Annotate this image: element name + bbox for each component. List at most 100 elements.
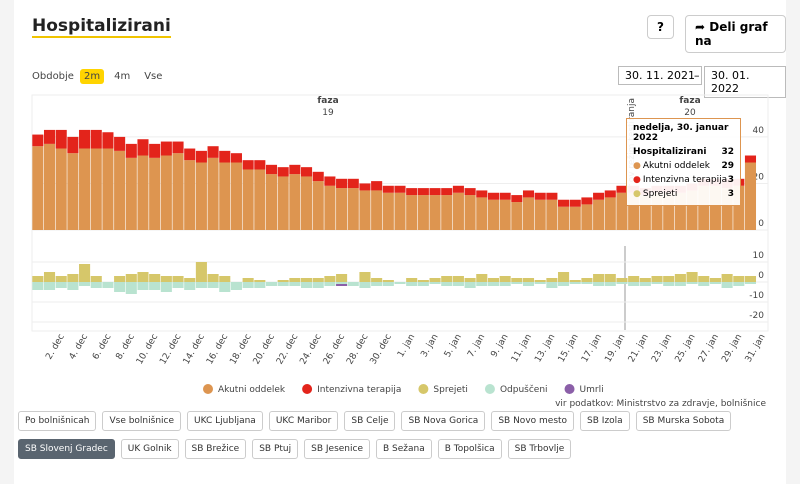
bar bbox=[511, 195, 523, 203]
bar bbox=[347, 178, 359, 189]
filter-button[interactable]: UK Golnik bbox=[120, 439, 179, 459]
legend-marker bbox=[418, 384, 429, 394]
x-tick-label: 24. dec bbox=[298, 332, 323, 366]
bar bbox=[558, 206, 570, 230]
bar bbox=[160, 155, 172, 230]
bar bbox=[265, 282, 278, 286]
period-option[interactable]: Vse bbox=[144, 71, 163, 82]
filter-button[interactable]: SB Trbovlje bbox=[507, 439, 572, 459]
bar bbox=[639, 282, 651, 286]
period-option[interactable]: 4m bbox=[114, 71, 131, 82]
bar bbox=[67, 274, 79, 282]
legend-label: Intenzivna terapija bbox=[317, 385, 401, 395]
annotation: faza bbox=[679, 96, 700, 106]
filter-button[interactable]: SB Jesenice bbox=[304, 439, 370, 459]
bar bbox=[476, 282, 488, 286]
filter-button[interactable]: B Topolšica bbox=[437, 439, 502, 459]
tooltip-dot: ● bbox=[633, 189, 641, 199]
bar bbox=[487, 199, 500, 230]
filter-button[interactable]: SB Novo mesto bbox=[491, 411, 575, 431]
bar bbox=[277, 167, 289, 177]
bar bbox=[417, 282, 429, 286]
bar bbox=[733, 185, 745, 230]
tooltip-label-text: Intenzivna terapija bbox=[642, 175, 728, 185]
bar bbox=[721, 188, 733, 230]
tooltip-label-text: Hospitalizirani bbox=[633, 147, 707, 157]
bar bbox=[359, 183, 371, 191]
bar bbox=[137, 282, 149, 290]
filter-button[interactable]: SB Brežice bbox=[184, 439, 247, 459]
bar bbox=[709, 185, 721, 230]
bar bbox=[744, 282, 757, 284]
date-from[interactable]: 30. 11. 2021 bbox=[618, 66, 702, 85]
bar bbox=[43, 143, 56, 230]
bar bbox=[312, 282, 324, 288]
period-option[interactable]: 2m bbox=[79, 69, 105, 84]
bar bbox=[195, 282, 207, 288]
x-tick-label: 3. jan bbox=[419, 333, 440, 360]
period: Obdobje 2m 4m Vse bbox=[32, 69, 166, 84]
bar bbox=[371, 282, 383, 286]
x-tick-label: 23. jan bbox=[650, 333, 674, 365]
filter-button[interactable]: SB Ptuj bbox=[252, 439, 299, 459]
bar bbox=[499, 276, 511, 282]
filter-button[interactable]: SB Murska Sobota bbox=[635, 411, 732, 431]
bar bbox=[43, 272, 56, 282]
bar bbox=[336, 178, 348, 189]
help-button[interactable]: ? bbox=[647, 15, 674, 39]
bar bbox=[184, 278, 196, 282]
bar bbox=[581, 204, 593, 230]
filter-button[interactable]: UKC Ljubljana bbox=[187, 411, 263, 431]
date-to[interactable]: 30. 01. 2022 bbox=[704, 66, 786, 98]
bar bbox=[651, 282, 663, 284]
share-button[interactable]: ➦ Deli graf na bbox=[685, 15, 786, 53]
bar bbox=[265, 164, 278, 175]
filter-button[interactable]: SB Nova Gorica bbox=[401, 411, 486, 431]
bar bbox=[534, 199, 546, 230]
bar bbox=[219, 282, 231, 292]
bar bbox=[312, 171, 324, 182]
legend-marker bbox=[302, 384, 313, 394]
x-tick-label: 31. jan bbox=[744, 333, 768, 365]
bar bbox=[616, 282, 628, 284]
bar bbox=[172, 153, 184, 230]
bar bbox=[464, 188, 476, 196]
x-tick-label: 13. jan bbox=[533, 333, 557, 365]
tooltip-title: nedelja, 30. januar 2022 bbox=[633, 123, 729, 143]
bar bbox=[90, 276, 102, 282]
tooltip-label: Hospitalizirani bbox=[633, 145, 706, 159]
bar bbox=[254, 282, 266, 288]
filter-button[interactable]: Po bolnišnicah bbox=[18, 411, 97, 431]
bar bbox=[102, 282, 114, 288]
bar bbox=[534, 192, 546, 200]
filter-button[interactable]: Vse bolnišnice bbox=[102, 411, 182, 431]
bar bbox=[674, 192, 686, 230]
bar bbox=[628, 192, 640, 230]
bar bbox=[522, 282, 535, 286]
bar bbox=[604, 197, 616, 230]
bar bbox=[125, 282, 137, 294]
bar bbox=[709, 282, 721, 284]
filter-button[interactable]: SB Slovenj Gradec bbox=[18, 439, 115, 459]
bar bbox=[242, 169, 254, 230]
bar bbox=[289, 282, 301, 286]
filter-button[interactable]: UKC Maribor bbox=[268, 411, 339, 431]
bar bbox=[593, 282, 605, 286]
title: Hospitalizirani bbox=[32, 16, 171, 38]
filter-button[interactable]: SB Izola bbox=[580, 411, 630, 431]
bar bbox=[324, 176, 336, 186]
bar bbox=[441, 276, 453, 282]
bar bbox=[417, 195, 429, 230]
x-tick-label: 17. jan bbox=[580, 333, 604, 365]
bar bbox=[371, 190, 383, 230]
tooltip-label: ● Akutni oddelek bbox=[633, 159, 710, 173]
filter-button[interactable]: B Sežana bbox=[376, 439, 432, 459]
bar bbox=[464, 195, 476, 230]
bar bbox=[546, 282, 558, 288]
tooltip-value: 3 bbox=[727, 189, 734, 199]
bar bbox=[172, 282, 184, 288]
bar bbox=[546, 192, 558, 200]
filter-button[interactable]: SB Celje bbox=[344, 411, 396, 431]
x-tick-label: 29. jan bbox=[720, 333, 744, 365]
bar bbox=[441, 195, 453, 230]
